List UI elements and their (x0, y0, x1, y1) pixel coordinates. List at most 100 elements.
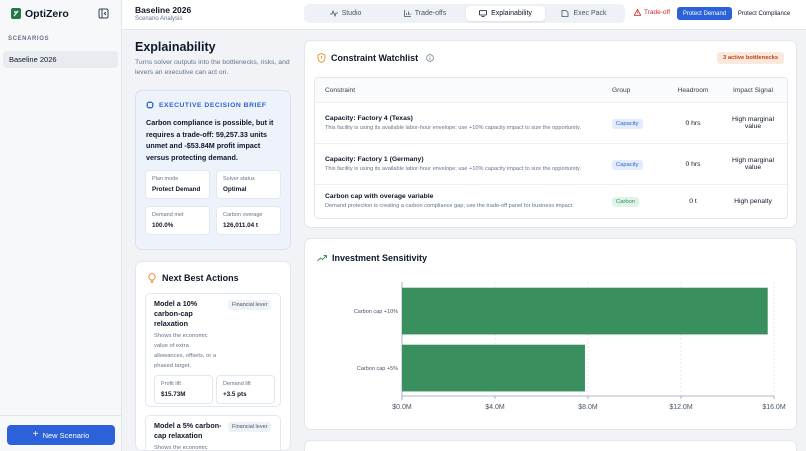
kpi-value: 100.0% (152, 222, 174, 229)
next-panel (304, 440, 797, 451)
x-tick-label: $12.0M (669, 404, 693, 411)
tab-exec-pack[interactable]: Exec Pack (545, 6, 623, 21)
impact-line: High marginal (732, 157, 774, 164)
file-export-icon (562, 10, 569, 17)
scenario-title: Baseline 2026 (135, 5, 192, 15)
bar-chart-icon (403, 10, 411, 17)
metric-label: Profit lift (161, 381, 181, 387)
action-desc-line: Shows the economic (154, 333, 208, 339)
watchlist-title: Constraint Watchlist (331, 53, 419, 63)
action-desc-line: phased target. (154, 363, 192, 369)
action-desc-line: allowances, offsets, or a (154, 353, 217, 359)
trending-up-icon (317, 255, 327, 262)
tab-trade-offs[interactable]: Trade-offs (385, 6, 465, 21)
x-tick-label: $8.0M (578, 404, 598, 411)
group-cell: Capacity (612, 118, 667, 129)
tab-label: Explainability (491, 10, 532, 17)
investment-sensitivity-panel: $0.0M $4.0M $8.0M $12.0M $16.0M Carbon cap +1… (304, 238, 797, 430)
impact-cell: High marginal value (719, 116, 787, 130)
constraint-desc: This facility is using its available lab… (325, 124, 581, 131)
action-card[interactable]: Model a 5% carbon- cap relaxation Financ… (145, 415, 281, 450)
kpi-demand-met: Demand met 100.0% (145, 206, 210, 235)
headroom-cell: 0 t (689, 198, 697, 205)
view-tabs: Studio Trade-offs Explainability Exec Pa… (304, 4, 625, 23)
group-tag: Capacity (612, 159, 643, 170)
bottleneck-badge: 3 active bottlenecks (717, 52, 785, 64)
constraint-name: Carbon cap with overage variable (325, 193, 434, 200)
y-tick-label: Carbon cap +5% (357, 366, 398, 372)
action-title: Model a 5% carbon- cap relaxation (154, 421, 222, 441)
constraint-table: Constraint Group Headroom Impact Signal … (314, 77, 788, 219)
tab-studio[interactable]: Studio (306, 6, 385, 21)
x-tick-label: $16.0M (762, 404, 786, 411)
tradeoff-label: Trade-off (644, 9, 671, 16)
group-tag: Carbon (612, 197, 640, 207)
constraint-desc: This facility is using its available lab… (325, 165, 581, 172)
next-best-actions-panel: Next Best Actions Model a 10% carbon-cap… (135, 261, 291, 451)
metric-value: +3.5 pts (223, 391, 247, 398)
info-icon[interactable] (426, 54, 434, 62)
activity-icon (329, 10, 338, 17)
collapse-sidebar-icon[interactable] (98, 8, 109, 19)
action-desc-line: value of extra (154, 343, 189, 349)
kpi-label: Carbon overage (223, 212, 263, 218)
kpi-value: 126,011.04 t (223, 222, 259, 229)
metric-label: Demand lift (223, 381, 251, 387)
bar (402, 344, 585, 392)
action-title-line: Model a 10% (154, 299, 198, 308)
monitor-icon (479, 10, 487, 17)
kpi-value: Protect Demand (152, 186, 201, 193)
constraint-desc: Demand protection is creating a carbon c… (325, 203, 574, 209)
action-title-line: Model a 5% carbon- (154, 421, 222, 430)
kpi-plan-mode: Plan mode Protect Demand (145, 170, 210, 199)
tradeoff-warning: Trade-off (634, 9, 670, 16)
kpi-value: Optimal (223, 186, 247, 193)
headroom-cell: 0 hrs (685, 119, 701, 127)
group-tag: Capacity (612, 118, 643, 129)
x-tick-label: $0.0M (392, 404, 412, 411)
action-tag: Financial lever (228, 422, 272, 432)
table-row[interactable]: Carbon cap with overage variable Demand … (315, 184, 787, 218)
x-tick-label: $4.0M (485, 404, 505, 411)
kpi-carbon-overage: Carbon overage 126,011.04 t (216, 206, 281, 235)
plus-icon: + (32, 429, 39, 440)
next-actions-title: Next Best Actions (162, 273, 239, 283)
constraint-name: Capacity: Factory 1 (Germany) (325, 155, 424, 163)
table-row[interactable]: Capacity: Factory 1 (Germany) This facil… (315, 143, 787, 184)
sidebar-item-baseline-2026[interactable]: Baseline 2026 (3, 51, 118, 68)
impact-cell: High penalty (719, 198, 787, 205)
next-actions-heading: Next Best Actions (148, 273, 239, 283)
action-card[interactable]: Model a 10% carbon-cap relaxation Financ… (145, 293, 281, 407)
impact-line: High marginal (732, 116, 774, 123)
tab-label: Studio (341, 10, 362, 17)
page-description: Turns solver outputs into the bottleneck… (135, 59, 290, 76)
protect-demand-button[interactable]: Protect Demand (677, 7, 732, 20)
action-tag: Financial lever (228, 300, 272, 310)
page-title: Explainability (135, 40, 216, 54)
constraint-cell: Capacity: Factory 4 (Texas) This facilit… (315, 115, 612, 132)
constraint-watchlist-panel: Constraint Watchlist 3 active bottleneck… (304, 40, 797, 228)
new-scenario-label: New Scenario (42, 430, 90, 440)
impact-cell: High marginal value (719, 157, 787, 171)
table-header-row: Constraint Group Headroom Impact Signal (315, 78, 787, 102)
impact-line: value (744, 123, 762, 130)
new-scenario-button[interactable]: + New Scenario (7, 425, 115, 445)
investment-heading: Investment Sensitivity (317, 253, 427, 263)
watchlist-heading: Constraint Watchlist (317, 53, 434, 63)
protect-compliance-button[interactable]: Protect Compliance (737, 10, 791, 17)
impact-line: value (744, 164, 762, 171)
table-row[interactable]: Capacity: Factory 4 (Texas) This facilit… (315, 102, 787, 143)
brief-heading: EXECUTIVE DECISION BRIEF (146, 101, 267, 109)
bar (402, 287, 768, 335)
metric-value: $15.73M (161, 391, 186, 398)
logo-icon (11, 8, 21, 19)
sidebar-footer-divider (0, 415, 122, 416)
metric-demand-lift: Demand lift +3.5 pts (216, 375, 275, 404)
action-description: Shows the economic (154, 443, 208, 450)
tab-label: Exec Pack (573, 10, 607, 17)
tab-explainability[interactable]: Explainability (466, 6, 545, 21)
executive-brief-card: EXECUTIVE DECISION BRIEF Carbon complian… (135, 90, 291, 250)
col-header-group: Group (612, 86, 631, 94)
brief-summary: Carbon compliance is possible, but it re… (146, 118, 274, 162)
cpu-icon (146, 101, 154, 109)
